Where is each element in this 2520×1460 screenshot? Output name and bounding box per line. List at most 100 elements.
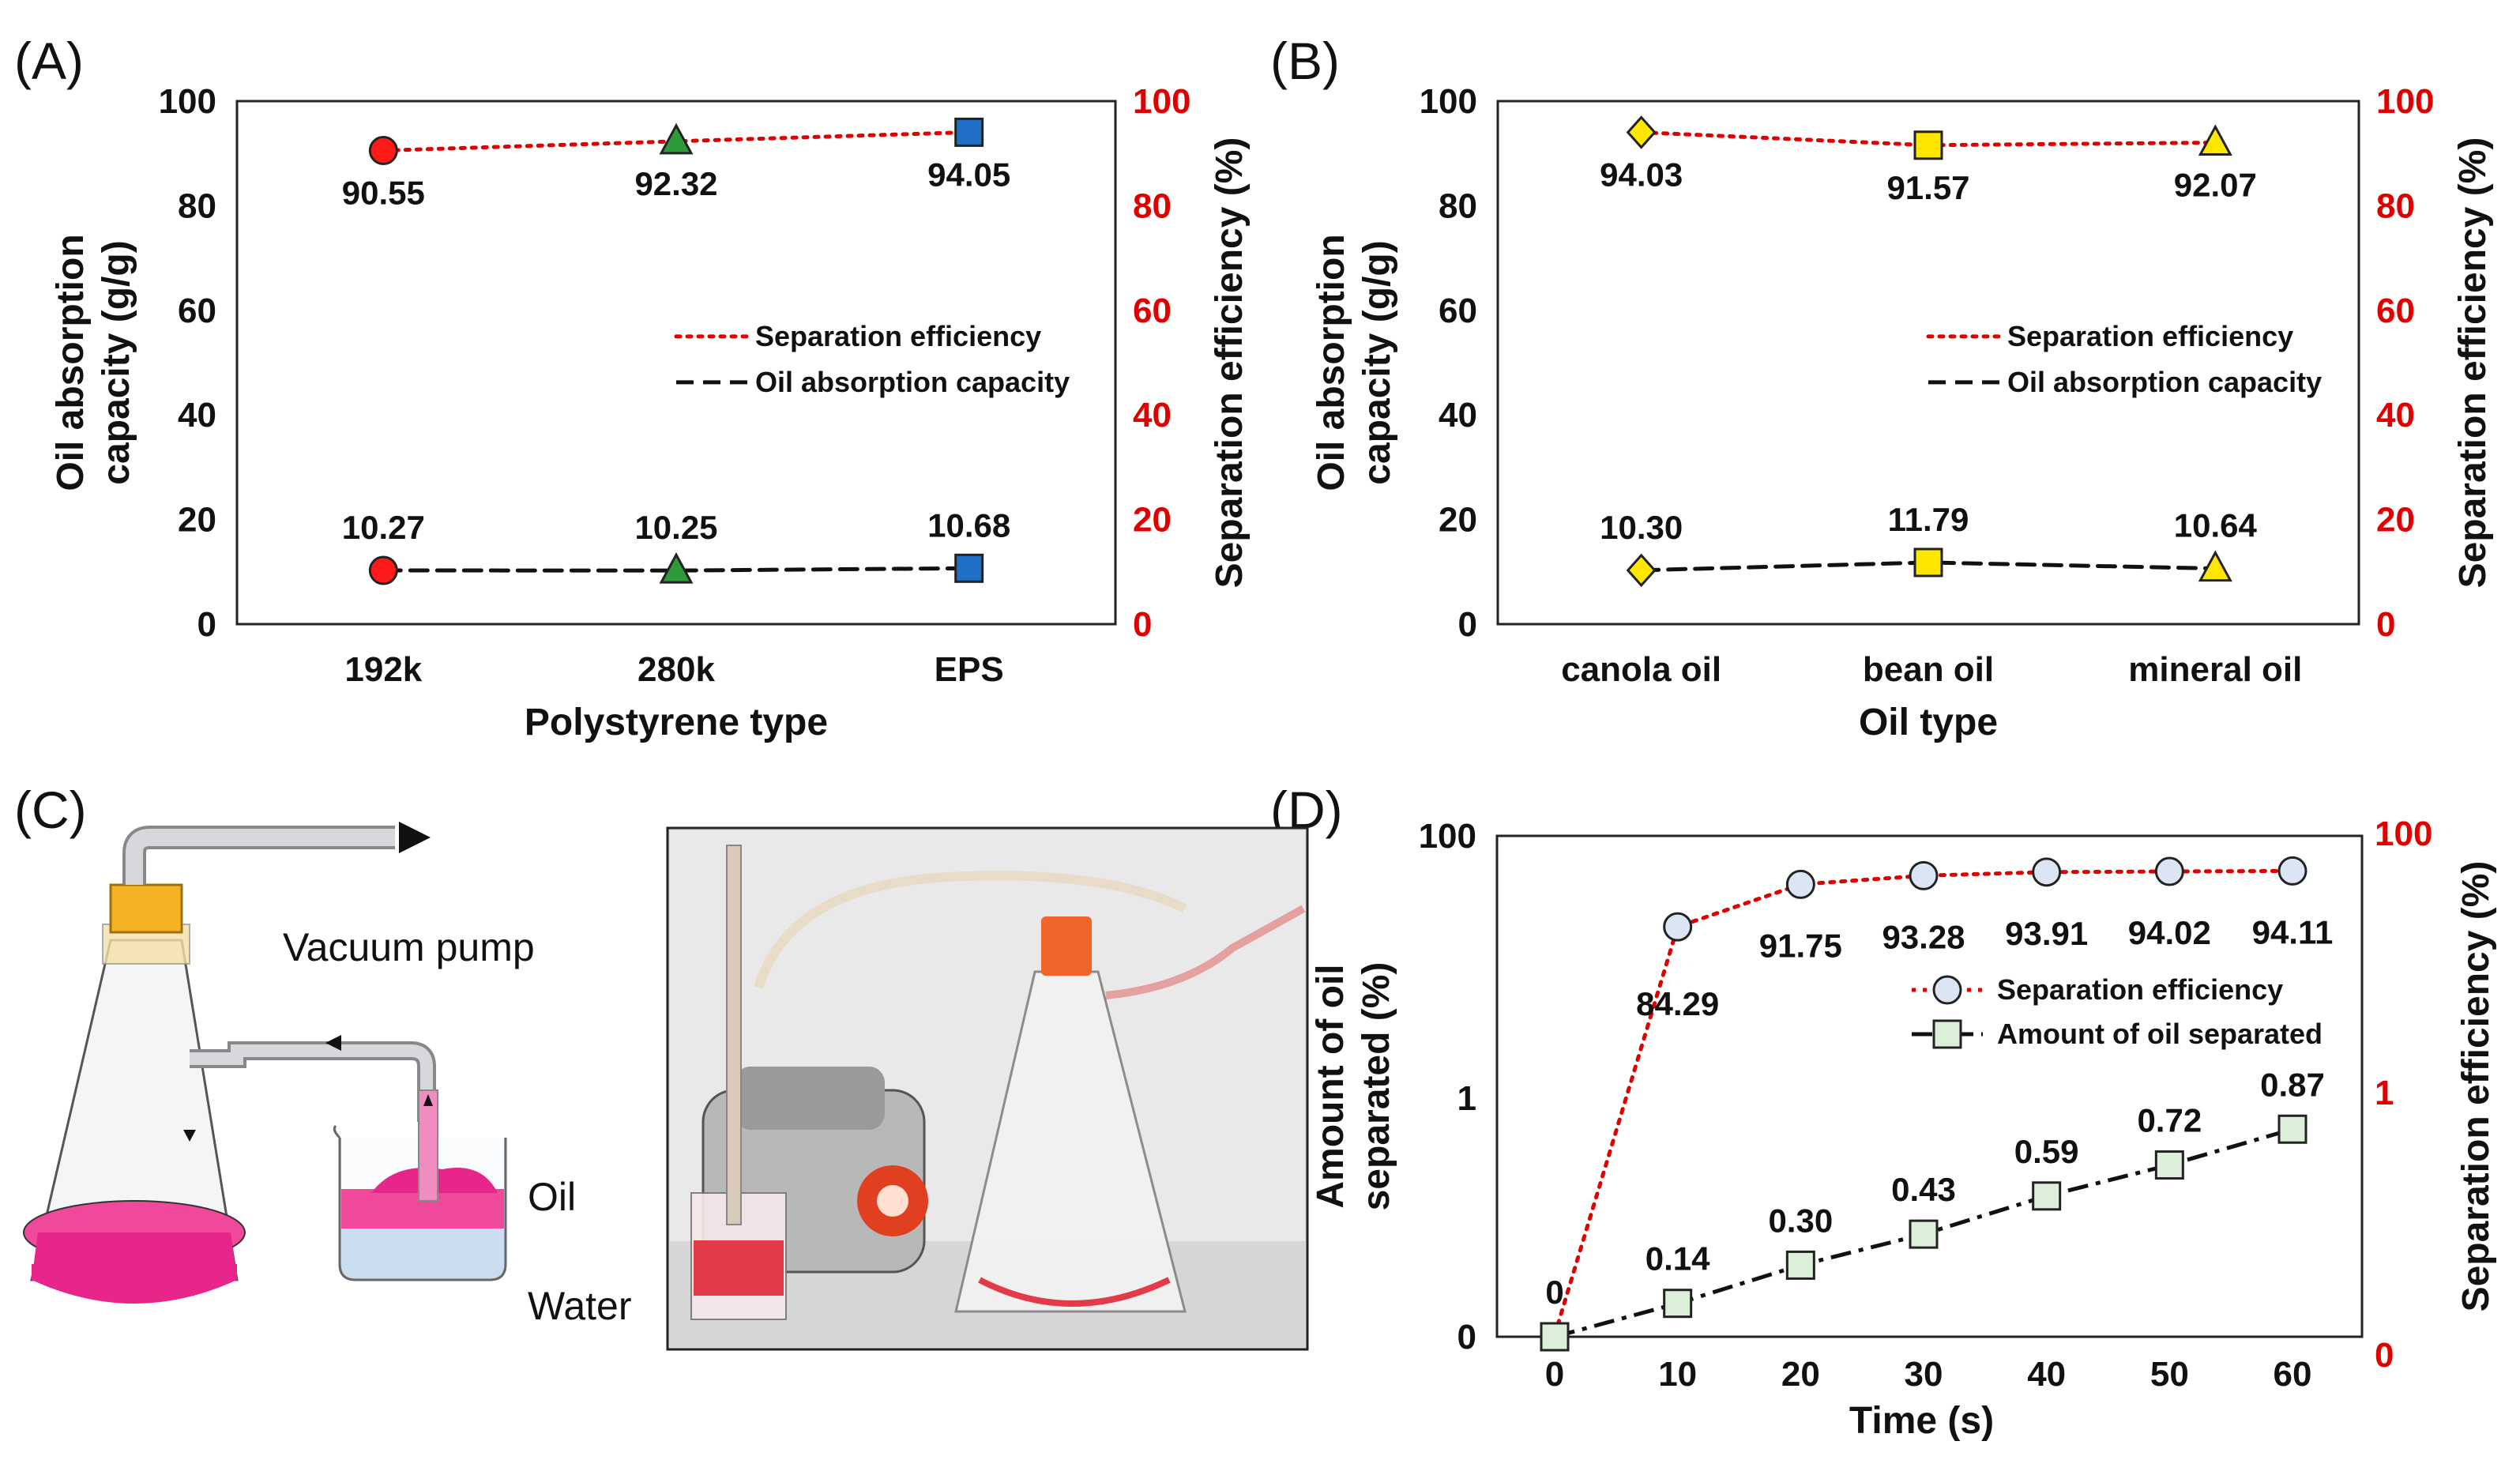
amount-marker — [1540, 1322, 1570, 1352]
efficiency-marker — [1785, 869, 1815, 899]
y-tick-label-right: 100 — [2375, 815, 2432, 853]
y-tick-label-right: 40 — [2376, 396, 2415, 435]
amount-marker — [2154, 1150, 2184, 1180]
vacuum-pump-label: Vacuum pump — [283, 925, 535, 969]
y-tick-label-left: 40 — [1439, 396, 1477, 435]
efficiency-marker — [1909, 860, 1939, 890]
plot-frame — [1496, 100, 2360, 626]
legend-marker-amount — [1932, 1019, 1962, 1049]
y-tick-label-left: 60 — [178, 292, 216, 330]
y-axis-label-left-line: separated (%) — [1356, 962, 1397, 1211]
y-tick-label-left: 60 — [1439, 292, 1477, 330]
panel-label-b: (B) — [1270, 32, 1340, 90]
chart-b: 0 20 40 60 80 100 0 20 40 60 80 100 canola oil bean o… — [1311, 82, 2494, 743]
data-label: 92.07 — [2174, 166, 2257, 203]
panel-label-a: (A) — [14, 32, 84, 90]
y-tick-label-right: 0 — [2376, 605, 2395, 644]
y-tick-label-right: 1 — [2375, 1074, 2394, 1112]
y-axis-label-left: Amount of oil separated (%) — [1310, 962, 1397, 1211]
y-tick-label-left: 0 — [1457, 1318, 1476, 1357]
y-tick-label-left: 100 — [1420, 82, 1477, 121]
data-point-marker — [659, 552, 694, 584]
apparatus-illustration: Vacuum pump Oil Water — [23, 822, 1309, 1351]
data-label: 10.25 — [634, 509, 717, 546]
x-tick-label: 20 — [1781, 1355, 1820, 1394]
chart-d: 0 1 100 0 1 100 0 10 20 30 40 50 60 Time (s) Amount of… — [1310, 815, 2497, 1442]
y-tick-label-left: 80 — [1439, 186, 1477, 225]
y-axis-label-left: Oil absorption capacity (g/g) — [50, 234, 137, 491]
legend-label-capacity: Oil absorption capacity — [755, 366, 1070, 398]
amount-marker — [1663, 1289, 1693, 1319]
y-axis-label-left-line: Amount of oil — [1310, 964, 1352, 1208]
data-point-marker — [2198, 550, 2232, 582]
legend-label-efficiency: Separation efficiency — [1997, 973, 2283, 1006]
data-point-marker — [954, 553, 984, 583]
efficiency-data-label: 94.11 — [2252, 913, 2334, 950]
amount-data-label: 0.87 — [2260, 1066, 2325, 1103]
amount-marker — [1909, 1219, 1939, 1249]
data-label: 90.55 — [342, 175, 425, 212]
y-tick-label-right: 60 — [2376, 292, 2415, 330]
legend-label-efficiency: Separation efficiency — [755, 320, 1041, 352]
plot-frame — [1495, 834, 2364, 1338]
data-point-marker — [1913, 130, 1943, 160]
x-tick-label: 30 — [1905, 1355, 1943, 1394]
amount-marker — [2277, 1114, 2307, 1144]
efficiency-marker — [1663, 912, 1693, 942]
y-tick-label-right: 80 — [2376, 186, 2415, 225]
y-tick-label-left: 80 — [178, 186, 216, 225]
x-tick-label: canola oil — [1561, 650, 1721, 689]
x-tick-label: 50 — [2150, 1355, 2189, 1394]
x-tick-label: 0 — [1545, 1355, 1564, 1394]
legend-label-capacity: Oil absorption capacity — [2007, 366, 2322, 398]
efficiency-data-label: 93.28 — [1882, 918, 1965, 955]
amount-data-label: 0.72 — [2137, 1102, 2202, 1139]
x-tick-label: mineral oil — [2128, 650, 2302, 689]
data-point-marker — [1626, 115, 1657, 149]
data-label: 10.27 — [342, 509, 425, 546]
data-label: 10.64 — [2174, 507, 2258, 544]
legend-label-efficiency: Separation efficiency — [2007, 320, 2293, 352]
y-tick-label-left: 0 — [1458, 605, 1477, 644]
y-tick-label-left: 40 — [178, 396, 216, 435]
amount-marker — [1785, 1250, 1815, 1280]
y-axis-label-left-line: capacity (g/g) — [96, 240, 137, 484]
y-axis-label-left-line: capacity (g/g) — [1356, 240, 1398, 484]
data-point-marker — [368, 555, 398, 585]
y-tick-label-left: 100 — [159, 82, 216, 121]
data-label: 94.05 — [927, 156, 1010, 193]
efficiency-marker — [2032, 857, 2062, 887]
y-axis-label-right: Separation efficiency (%) — [1209, 137, 1251, 589]
y-tick-label-right: 40 — [1133, 396, 1172, 435]
y-tick-label-right: 80 — [1133, 186, 1172, 225]
data-label: 94.03 — [1600, 156, 1683, 194]
x-axis-label: Time (s) — [1849, 1400, 1994, 1442]
y-tick-label-right: 20 — [1133, 501, 1172, 540]
y-tick-label-right: 0 — [2375, 1336, 2394, 1375]
x-axis-label: Polystyrene type — [525, 702, 828, 743]
data-point-marker — [659, 122, 694, 155]
data-label: 92.32 — [634, 165, 717, 202]
x-tick-label: bean oil — [1863, 650, 1994, 689]
data-label: 10.30 — [1600, 509, 1683, 546]
x-tick-label: 280k — [638, 650, 715, 689]
y-tick-label-right: 20 — [2376, 501, 2415, 540]
y-tick-label-right: 100 — [2376, 82, 2434, 121]
apparatus-photo — [666, 826, 1309, 1351]
y-axis-label-left-line: Oil absorption — [1311, 234, 1352, 491]
efficiency-marker — [2154, 856, 2184, 886]
amount-marker — [2032, 1181, 2062, 1211]
data-point-marker — [1913, 548, 1943, 578]
plot-frame — [235, 100, 1117, 626]
data-point-marker — [368, 136, 398, 166]
x-tick-label: 10 — [1658, 1355, 1697, 1394]
data-label: 11.79 — [1888, 501, 1969, 538]
efficiency-data-label: 91.75 — [1759, 927, 1842, 964]
efficiency-marker — [2277, 856, 2307, 886]
data-point-marker — [954, 117, 984, 147]
chart-a: 0 20 40 60 80 100 0 20 40 60 80 100 192k 280k EPS Polys… — [50, 82, 1251, 743]
y-axis-label-left-line: Oil absorption — [50, 234, 92, 491]
flask-drawing — [23, 822, 436, 1304]
y-tick-label-right: 60 — [1133, 292, 1172, 330]
